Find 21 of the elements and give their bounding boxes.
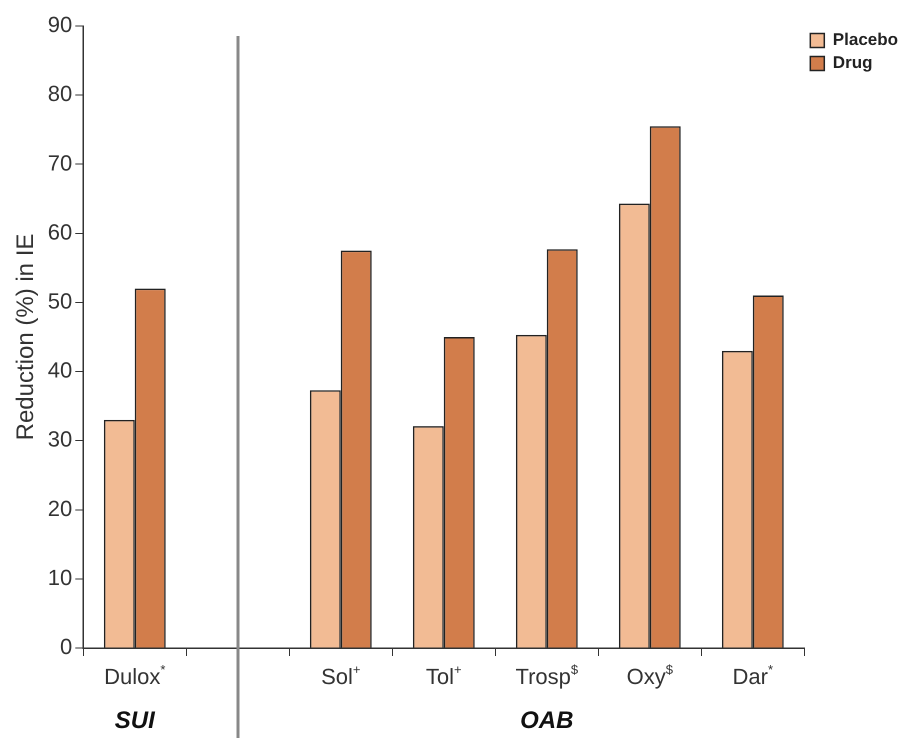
x-tick-label: Dar* — [732, 662, 774, 689]
x-tick-label: Tol+ — [426, 662, 462, 689]
x-tick-label: Oxy$ — [626, 662, 674, 689]
text: SUI — [114, 707, 156, 734]
y-tick-label: 50 — [48, 288, 72, 314]
y-tick-label: 60 — [48, 219, 72, 244]
x-tick-label: Trosp$ — [515, 662, 579, 689]
legend-label: Placebo — [832, 30, 898, 50]
x-tick-label: Sol+ — [321, 662, 360, 689]
y-tick-label: 80 — [48, 81, 72, 106]
x-tick-label: Dulox* — [104, 662, 166, 689]
text: OAB — [520, 707, 574, 734]
y-tick-label: 90 — [48, 12, 72, 38]
y-tick-label: 40 — [48, 358, 72, 383]
y-tick-label: 20 — [48, 496, 72, 521]
y-tick-label: 0 — [60, 634, 72, 660]
legend-label: Drug — [832, 53, 872, 72]
y-tick-label: 30 — [48, 426, 72, 452]
y-axis-title: Reduction (%) in IE — [12, 234, 40, 440]
y-tick-label: 70 — [48, 150, 72, 176]
y-tick-label: 10 — [48, 564, 72, 590]
